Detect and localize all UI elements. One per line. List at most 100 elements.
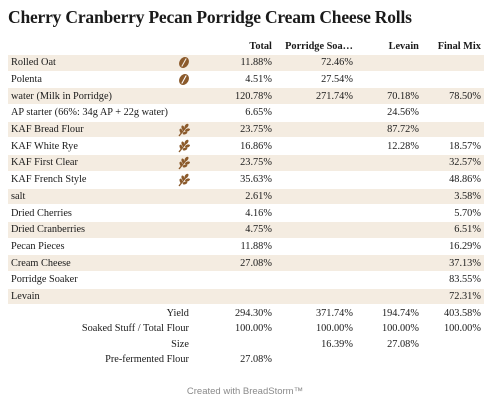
levain-percent bbox=[355, 154, 422, 172]
ingredient-row: Porridge Soaker 83.55% bbox=[8, 271, 484, 289]
total-percent: 11.88% bbox=[196, 55, 275, 72]
summary-label: Yield bbox=[166, 307, 189, 319]
final-mix-percent bbox=[421, 121, 484, 139]
total-percent: 4.16% bbox=[196, 204, 275, 222]
levain-percent bbox=[355, 288, 422, 306]
column-header-porridge-soaker: Porridge Soa… bbox=[285, 41, 353, 52]
ingredient-name: Pecan Pieces bbox=[8, 238, 171, 256]
final-mix-percent: 37.13% bbox=[421, 254, 484, 272]
ingredient-name: Rolled Oat bbox=[8, 55, 171, 72]
levain-percent bbox=[355, 188, 422, 206]
levain-percent bbox=[355, 238, 422, 256]
icon-cell bbox=[170, 87, 197, 106]
header-row: Total Porridge Soa… Levain Final Mix bbox=[8, 38, 484, 55]
summary-porridge-soaker: 16.39% bbox=[321, 338, 353, 350]
ingredient-row: salt 2.61% 3.58% bbox=[8, 188, 484, 206]
ingredient-name: Levain bbox=[8, 288, 171, 306]
summary-row: Soaked Stuff / Total Flour 100.00% 100.00%… bbox=[8, 321, 484, 337]
ingredient-name: KAF White Rye bbox=[8, 137, 171, 156]
total-percent: 6.65% bbox=[196, 104, 275, 122]
wheat-icon bbox=[170, 171, 197, 189]
ingredient-row: Levain 72.31% bbox=[8, 288, 484, 306]
ingredient-name: Porridge Soaker bbox=[8, 271, 171, 289]
porridge-soaker-percent bbox=[274, 137, 356, 156]
ingredient-row: water (Milk in Porridge) 120.78% 271.74% 70… bbox=[8, 87, 484, 106]
levain-percent bbox=[355, 204, 422, 222]
levain-percent: 70.18% bbox=[355, 87, 422, 106]
ingredient-name: KAF First Clear bbox=[8, 154, 171, 172]
ingredient-row: KAF Bread Flour 23.75% 87.72% bbox=[8, 121, 484, 139]
final-mix-percent: 48.86% bbox=[421, 171, 484, 189]
footer-credit: Created with BreadStorm™ bbox=[186, 386, 304, 397]
final-mix-percent: 32.57% bbox=[421, 154, 484, 172]
summary-total: 100.00% bbox=[235, 323, 272, 335]
porridge-soaker-percent bbox=[274, 154, 356, 172]
ingredient-name: KAF Bread Flour bbox=[8, 121, 171, 139]
porridge-soaker-percent bbox=[274, 204, 356, 222]
porridge-soaker-percent bbox=[274, 171, 356, 189]
final-mix-percent: 72.31% bbox=[421, 288, 484, 306]
ingredient-name: water (Milk in Porridge) bbox=[8, 87, 171, 106]
summary-row: Yield 294.30% 371.74% 194.74% 403.58% bbox=[8, 305, 484, 321]
ingredient-row: Dried Cranberries 4.75% 6.51% bbox=[8, 221, 484, 239]
ingredient-name: KAF French Style bbox=[8, 171, 171, 189]
summary-final-mix bbox=[422, 352, 484, 368]
total-percent: 35.63% bbox=[196, 171, 275, 189]
ingredient-name: Dried Cranberries bbox=[8, 221, 171, 239]
final-mix-percent: 18.57% bbox=[421, 137, 484, 156]
summary-levain bbox=[356, 352, 422, 368]
porridge-soaker-percent bbox=[274, 188, 356, 206]
icon-cell bbox=[170, 271, 197, 289]
final-mix-percent: 3.58% bbox=[421, 188, 484, 206]
column-header-levain: Levain bbox=[388, 41, 419, 52]
summary-row: Size 16.39% 27.08% bbox=[8, 336, 484, 352]
summary-total: 294.30% bbox=[235, 307, 272, 319]
icon-cell bbox=[170, 254, 197, 272]
porridge-soaker-percent bbox=[274, 288, 356, 306]
total-percent: 23.75% bbox=[196, 154, 275, 172]
porridge-soaker-percent: 271.74% bbox=[274, 87, 356, 106]
levain-percent bbox=[355, 71, 422, 89]
porridge-soaker-percent: 27.54% bbox=[274, 71, 356, 89]
summary-total: 27.08% bbox=[240, 354, 272, 366]
summary-label: Size bbox=[171, 338, 189, 350]
levain-percent bbox=[355, 55, 422, 72]
total-percent: 2.61% bbox=[196, 188, 275, 206]
total-percent bbox=[196, 288, 275, 306]
porridge-soaker-percent bbox=[274, 254, 356, 272]
porridge-soaker-percent bbox=[274, 104, 356, 122]
levain-percent bbox=[355, 254, 422, 272]
column-header-total: Total bbox=[249, 41, 272, 52]
icon-cell bbox=[170, 221, 197, 239]
ingredient-row: Dried Cherries 4.16% 5.70% bbox=[8, 204, 484, 222]
levain-percent: 24.56% bbox=[355, 104, 422, 122]
ingredient-row: Cream Cheese 27.08% 37.13% bbox=[8, 254, 484, 272]
summary-porridge-soaker: 371.74% bbox=[316, 307, 353, 319]
final-mix-percent bbox=[421, 55, 484, 72]
summary-final-mix: 403.58% bbox=[444, 307, 481, 319]
porridge-soaker-percent bbox=[274, 271, 356, 289]
summary-final-mix bbox=[422, 336, 484, 352]
ingredient-row: AP starter (66%: 34g AP + 22g water) 6.65… bbox=[8, 104, 484, 122]
levain-percent bbox=[355, 271, 422, 289]
porridge-soaker-percent bbox=[274, 221, 356, 239]
summary-porridge-soaker: 100.00% bbox=[316, 323, 353, 335]
levain-percent: 12.28% bbox=[355, 137, 422, 156]
final-mix-percent: 6.51% bbox=[421, 221, 484, 239]
summary-label: Soaked Stuff / Total Flour bbox=[81, 323, 189, 335]
porridge-soaker-percent bbox=[274, 121, 356, 139]
summary-levain: 100.00% bbox=[382, 323, 419, 335]
ingredient-row: Rolled Oat 11.88% 72.46% bbox=[8, 55, 484, 72]
ingredient-name: Cream Cheese bbox=[8, 254, 171, 272]
ingredient-row: KAF White Rye 16.86% 12.28% 18.57% bbox=[8, 137, 484, 156]
wheat-icon bbox=[170, 121, 197, 139]
grain-icon bbox=[170, 71, 197, 89]
ingredient-row: KAF First Clear 23.75% 32.57% bbox=[8, 154, 484, 172]
final-mix-percent: 78.50% bbox=[421, 87, 484, 106]
total-percent: 11.88% bbox=[196, 238, 275, 256]
levain-percent bbox=[355, 221, 422, 239]
ingredient-name: Polenta bbox=[8, 71, 171, 89]
icon-cell bbox=[170, 238, 197, 256]
final-mix-percent: 16.29% bbox=[421, 238, 484, 256]
icon-cell bbox=[170, 104, 197, 122]
